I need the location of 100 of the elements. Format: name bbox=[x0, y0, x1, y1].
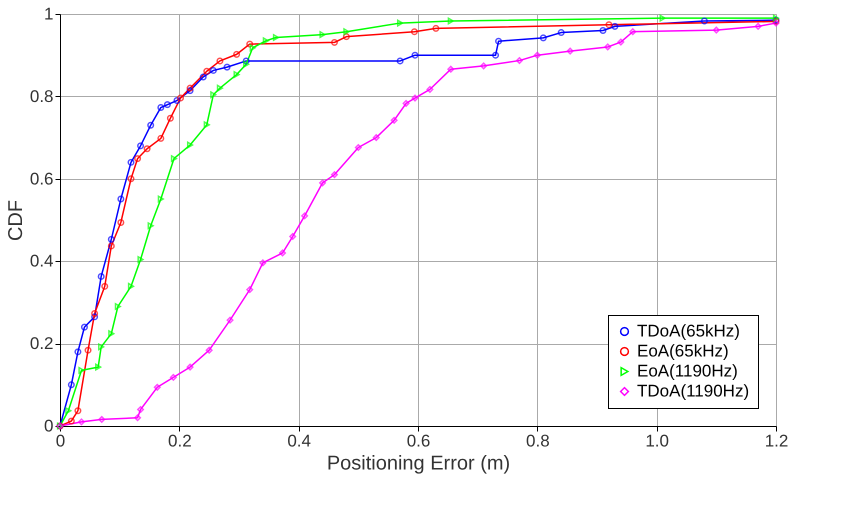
point bbox=[412, 52, 419, 59]
point bbox=[186, 87, 194, 94]
point bbox=[262, 37, 269, 44]
point bbox=[137, 142, 144, 150]
point bbox=[134, 155, 142, 162]
point bbox=[128, 158, 134, 166]
point bbox=[177, 94, 184, 102]
point bbox=[154, 384, 161, 391]
point bbox=[91, 310, 98, 318]
y-tick-label: 0.4 bbox=[30, 252, 54, 271]
point bbox=[492, 52, 500, 59]
point bbox=[396, 20, 404, 27]
point bbox=[108, 236, 115, 243]
point bbox=[660, 14, 666, 22]
point bbox=[68, 418, 75, 425]
point bbox=[78, 366, 85, 374]
point bbox=[611, 22, 618, 30]
point bbox=[605, 21, 612, 28]
point bbox=[432, 24, 440, 32]
point bbox=[558, 29, 565, 36]
point bbox=[516, 57, 523, 64]
point bbox=[108, 330, 114, 338]
point bbox=[495, 38, 502, 45]
point bbox=[250, 44, 256, 52]
point bbox=[98, 416, 106, 423]
point bbox=[396, 57, 404, 64]
point bbox=[372, 134, 380, 142]
x-tick-label: 1.2 bbox=[764, 432, 788, 450]
point bbox=[117, 218, 124, 226]
point bbox=[272, 34, 280, 41]
point bbox=[170, 374, 177, 381]
point bbox=[480, 62, 488, 70]
point bbox=[117, 196, 124, 202]
point bbox=[186, 142, 194, 149]
x-tick-label: 0.2 bbox=[168, 432, 192, 450]
point bbox=[157, 104, 164, 112]
point bbox=[319, 31, 326, 38]
point bbox=[233, 71, 240, 78]
point bbox=[74, 348, 82, 356]
point bbox=[134, 414, 142, 422]
point bbox=[186, 364, 194, 371]
point bbox=[98, 272, 105, 280]
point bbox=[617, 38, 624, 46]
point bbox=[65, 407, 72, 414]
point bbox=[216, 57, 224, 64]
y-tick-label: 0.2 bbox=[30, 334, 54, 354]
x-tick-label: 1.0 bbox=[645, 432, 669, 450]
point bbox=[148, 222, 154, 230]
point bbox=[342, 33, 350, 40]
point bbox=[410, 28, 418, 36]
point bbox=[243, 60, 250, 68]
point bbox=[186, 84, 194, 92]
legend-label: EoA(1190Hz) bbox=[637, 362, 738, 380]
point bbox=[206, 346, 213, 354]
point bbox=[599, 26, 606, 34]
point bbox=[330, 171, 338, 178]
y-tick-label: 0.8 bbox=[30, 86, 54, 106]
y-tick-label: 0 bbox=[44, 416, 54, 436]
point bbox=[166, 114, 174, 122]
point bbox=[534, 52, 541, 59]
point bbox=[157, 134, 164, 142]
point bbox=[114, 303, 121, 310]
point bbox=[158, 196, 164, 202]
point bbox=[80, 324, 88, 331]
point bbox=[343, 28, 350, 36]
point bbox=[203, 68, 210, 75]
point bbox=[712, 26, 720, 34]
point bbox=[210, 66, 217, 74]
point bbox=[137, 406, 144, 414]
point bbox=[164, 101, 171, 108]
point bbox=[629, 28, 636, 36]
point bbox=[448, 18, 454, 24]
point bbox=[147, 122, 154, 129]
point bbox=[604, 43, 612, 50]
point bbox=[91, 313, 98, 320]
point bbox=[330, 38, 338, 46]
point bbox=[242, 57, 250, 64]
legend-label: EoA(65kHz) bbox=[637, 342, 729, 360]
point bbox=[412, 94, 419, 102]
point bbox=[700, 18, 708, 24]
point bbox=[200, 74, 207, 81]
y-tick-label: 1 bbox=[44, 4, 54, 24]
legend-label: TDoA(65kHz) bbox=[637, 322, 740, 340]
point bbox=[279, 249, 286, 256]
point bbox=[319, 179, 326, 186]
point bbox=[226, 316, 234, 324]
point bbox=[566, 48, 574, 55]
point bbox=[426, 86, 434, 93]
point bbox=[233, 50, 240, 58]
point bbox=[301, 212, 308, 220]
point bbox=[540, 34, 547, 42]
point bbox=[216, 84, 224, 92]
point bbox=[108, 242, 115, 250]
x-axis-title: Positioning Error (m) bbox=[326, 452, 510, 474]
y-axis-title: CDF bbox=[4, 200, 27, 242]
point bbox=[170, 155, 178, 162]
point bbox=[78, 418, 85, 426]
point bbox=[354, 144, 362, 151]
point bbox=[95, 364, 102, 371]
point bbox=[74, 407, 82, 414]
